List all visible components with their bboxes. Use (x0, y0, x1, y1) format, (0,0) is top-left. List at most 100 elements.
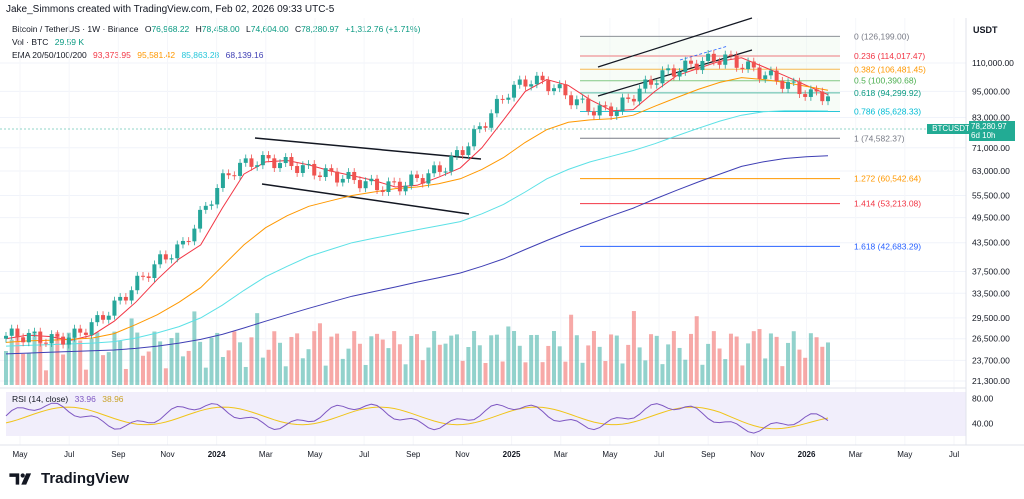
candle-body[interactable] (643, 79, 648, 89)
candle-body[interactable] (415, 174, 419, 179)
candle-body[interactable] (489, 113, 494, 128)
candle-body[interactable] (21, 337, 26, 343)
candle-body[interactable] (146, 276, 151, 279)
candle-body[interactable] (95, 315, 100, 323)
candle-body[interactable] (123, 296, 128, 301)
candle-body[interactable] (768, 70, 773, 76)
candle-body[interactable] (260, 155, 265, 166)
candle-body[interactable] (660, 70, 665, 84)
candle-body[interactable] (477, 126, 482, 130)
candle-body[interactable] (626, 97, 631, 99)
candle-body[interactable] (312, 163, 317, 176)
candle-body[interactable] (466, 146, 471, 156)
candle-body[interactable] (32, 331, 37, 333)
candle-body[interactable] (552, 88, 556, 92)
last-price-tag[interactable]: 78,280.97 6d 10h (969, 121, 1015, 141)
candle-body[interactable] (89, 322, 94, 335)
candle-body[interactable] (272, 158, 277, 169)
candle-body[interactable] (340, 178, 345, 183)
candle-body[interactable] (728, 54, 733, 56)
candle-body[interactable] (169, 258, 174, 260)
candle-body[interactable] (671, 68, 676, 77)
ema-line-ema200[interactable] (5, 155, 829, 355)
candle-body[interactable] (569, 95, 574, 106)
candle-body[interactable] (546, 80, 551, 92)
candle-body[interactable] (43, 342, 48, 344)
candle-body[interactable] (591, 111, 596, 116)
candle-body[interactable] (49, 334, 54, 344)
candle-body[interactable] (226, 173, 231, 176)
ema-line-ema20[interactable] (5, 57, 829, 341)
candle-body[interactable] (454, 150, 459, 157)
candle-body[interactable] (443, 171, 448, 173)
candle-body[interactable] (335, 171, 340, 183)
candle-body[interactable] (369, 178, 374, 182)
candle-body[interactable] (797, 81, 802, 95)
candle-body[interactable] (757, 67, 762, 79)
candle-body[interactable] (763, 75, 768, 79)
candle-body[interactable] (803, 94, 808, 97)
candle-body[interactable] (786, 82, 791, 89)
candle-body[interactable] (112, 300, 117, 316)
candle-body[interactable] (232, 175, 237, 177)
candle-body[interactable] (357, 180, 362, 189)
candle-body[interactable] (483, 126, 488, 128)
candle-body[interactable] (826, 96, 830, 102)
candle-body[interactable] (163, 254, 168, 260)
candle-body[interactable] (380, 190, 385, 192)
candle-body[interactable] (637, 88, 642, 102)
candle-body[interactable] (432, 165, 437, 174)
candle-body[interactable] (220, 173, 225, 188)
candle-body[interactable] (500, 98, 505, 100)
candle-body[interactable] (135, 275, 140, 291)
candle-body[interactable] (740, 67, 745, 69)
candle-body[interactable] (820, 91, 825, 102)
candle-body[interactable] (375, 178, 380, 191)
candle-body[interactable] (26, 332, 31, 343)
candle-body[interactable] (38, 331, 43, 343)
candle-body[interactable] (426, 173, 431, 184)
candle-body[interactable] (4, 335, 8, 339)
candle-body[interactable] (9, 328, 14, 336)
candle-body[interactable] (654, 83, 659, 85)
candle-body[interactable] (403, 185, 408, 192)
symbol-name[interactable]: Bitcoin / TetherUS · 1W · Binance (12, 24, 139, 34)
candle-body[interactable] (198, 209, 203, 229)
candle-body[interactable] (700, 60, 705, 71)
candle-body[interactable] (129, 290, 134, 301)
candle-body[interactable] (689, 60, 693, 64)
candle-body[interactable] (175, 244, 180, 259)
candle-body[interactable] (61, 336, 66, 345)
candle-body[interactable] (717, 61, 722, 65)
candle-body[interactable] (420, 178, 425, 184)
candle-body[interactable] (523, 79, 528, 87)
candle-body[interactable] (609, 106, 614, 117)
candle-body[interactable] (238, 162, 243, 176)
candle-body[interactable] (808, 89, 813, 97)
candle-body[interactable] (329, 168, 334, 172)
candle-body[interactable] (814, 89, 819, 92)
candle-body[interactable] (529, 84, 534, 87)
candle-body[interactable] (78, 328, 83, 333)
candle-body[interactable] (791, 81, 796, 83)
rsi-line[interactable] (5, 402, 829, 434)
candle-body[interactable] (186, 240, 191, 242)
candle-body[interactable] (534, 75, 539, 85)
candle-body[interactable] (614, 111, 619, 117)
ema-label[interactable]: EMA 20/50/100/200 (12, 50, 87, 60)
candle-body[interactable] (580, 98, 585, 100)
candle-body[interactable] (295, 166, 300, 173)
ema-line-ema100[interactable] (5, 110, 829, 347)
candle-body[interactable] (255, 165, 260, 167)
volume-label[interactable]: Vol · BTC (12, 37, 49, 47)
candle-body[interactable] (283, 157, 288, 164)
candle-body[interactable] (215, 187, 220, 205)
candle-body[interactable] (460, 150, 465, 156)
candle-body[interactable] (180, 240, 185, 245)
candle-body[interactable] (472, 129, 477, 147)
candle-body[interactable] (512, 84, 517, 98)
candle-body[interactable] (106, 315, 111, 320)
tradingview-logo[interactable]: TradingView (9, 470, 129, 487)
candle-body[interactable] (723, 54, 728, 65)
